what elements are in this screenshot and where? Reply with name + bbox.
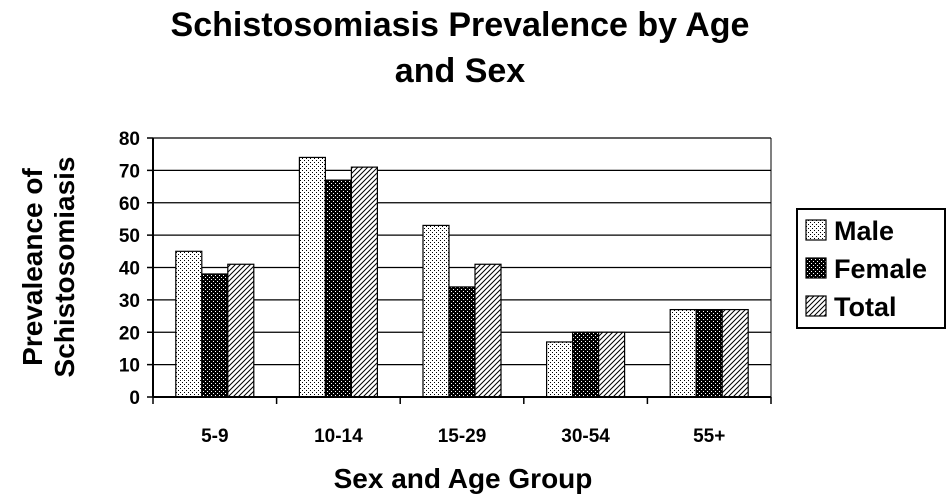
axes bbox=[147, 137, 772, 404]
chart-title-line-1: Schistosomiasis Prevalence by Age bbox=[171, 6, 750, 44]
bar-female-30-54 bbox=[571, 331, 600, 398]
bar-female-5-9 bbox=[201, 273, 229, 398]
x-tick-label: 15-29 bbox=[438, 426, 487, 447]
legend-swatch-female bbox=[805, 257, 827, 279]
x-tick-label: 55+ bbox=[693, 426, 725, 447]
bar-male-5-9 bbox=[175, 250, 203, 398]
y-tick-label: 20 bbox=[119, 323, 140, 344]
bar-male-15-29 bbox=[422, 224, 450, 398]
x-tick-labels: 5-9 10-14 15-29 30-54 55+ bbox=[201, 426, 725, 447]
legend-label-male: Male bbox=[834, 216, 894, 246]
bar-female-55+ bbox=[695, 308, 723, 398]
y-tick-label: 70 bbox=[119, 161, 140, 182]
y-tick-label: 30 bbox=[119, 291, 140, 312]
y-tick-label: 40 bbox=[119, 259, 140, 280]
x-axis-title: Sex and Age Group bbox=[334, 463, 593, 494]
y-tick-label: 10 bbox=[119, 356, 140, 377]
y-tick-label: 80 bbox=[119, 129, 140, 150]
y-tick-label: 0 bbox=[129, 388, 140, 409]
bar-female-10-14 bbox=[324, 179, 352, 398]
y-tick-label: 60 bbox=[119, 194, 140, 215]
legend-label-total: Total bbox=[834, 292, 897, 322]
x-tick-label: 30-54 bbox=[561, 426, 610, 447]
bar-total-55+ bbox=[721, 308, 749, 398]
bars bbox=[175, 156, 749, 398]
x-tick-label: 5-9 bbox=[201, 426, 228, 447]
legend-swatch-male bbox=[805, 219, 827, 241]
y-axis-title-line-1: Prevaleance of bbox=[17, 167, 48, 365]
chart-title-line-2: and Sex bbox=[395, 52, 525, 90]
bar-total-10-14 bbox=[350, 166, 378, 398]
legend-swatch-total bbox=[805, 295, 827, 317]
bar-total-15-29 bbox=[474, 263, 502, 398]
bar-male-55+ bbox=[669, 308, 697, 398]
y-tick-label: 50 bbox=[119, 226, 140, 247]
y-tick-labels: 0 10 20 30 40 50 60 70 80 bbox=[119, 129, 140, 409]
y-axis-title-line-2: Schistosomiasis bbox=[49, 157, 80, 378]
x-tick-label: 10-14 bbox=[314, 426, 363, 447]
bar-total-30-54 bbox=[597, 331, 626, 398]
bar-total-5-9 bbox=[227, 263, 255, 398]
legend: Male Female Total bbox=[796, 208, 946, 329]
bar-male-30-54 bbox=[545, 341, 574, 398]
bar-male-10-14 bbox=[298, 156, 326, 398]
bar-female-15-29 bbox=[448, 286, 476, 398]
legend-label-female: Female bbox=[834, 254, 927, 284]
